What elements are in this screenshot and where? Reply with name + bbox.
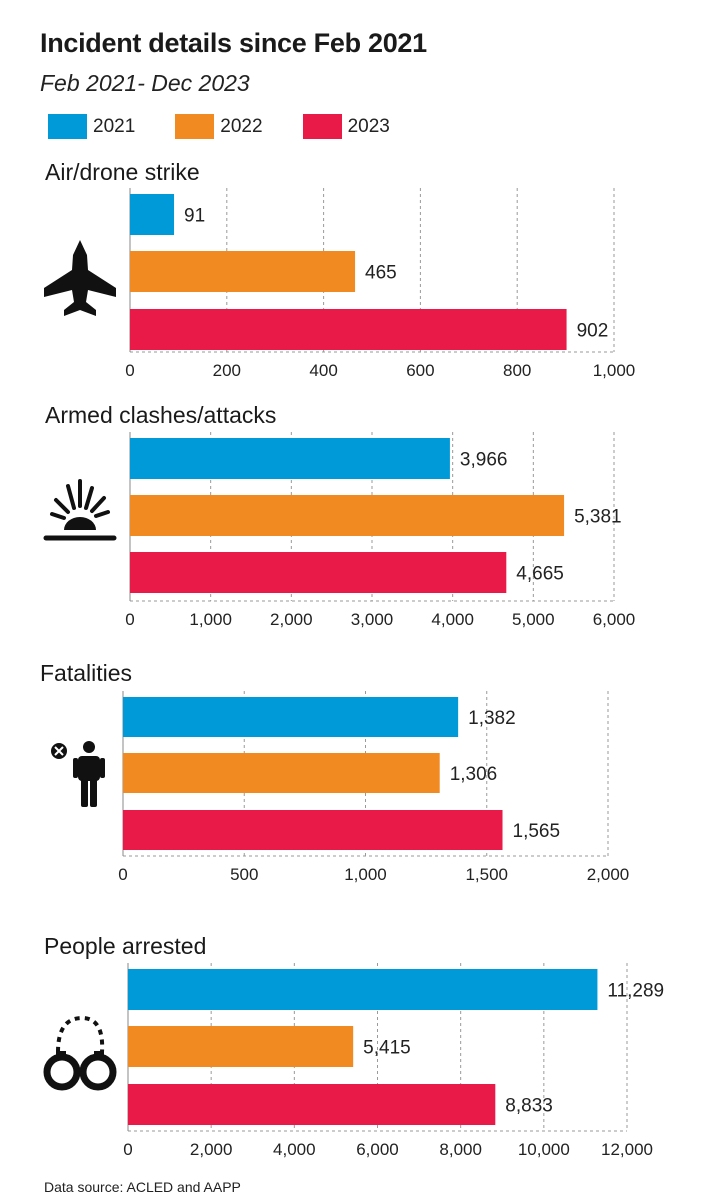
- data-label-2023: 4,665: [516, 564, 564, 585]
- legend-label-2022: 2022: [220, 115, 263, 137]
- data-source: Data source: ACLED and AAPP: [44, 1179, 241, 1195]
- legend: 2021 2022 2023: [48, 114, 430, 139]
- legend-item-2022: 2022: [175, 114, 263, 139]
- legend-swatch-2022: [175, 114, 215, 139]
- data-label-2022: 465: [365, 263, 397, 284]
- legend-item-2023: 2023: [302, 114, 390, 139]
- tick-label: 4,000: [431, 610, 474, 629]
- data-label-2023: 1,565: [513, 821, 561, 842]
- tick-label: 2,000: [587, 865, 630, 884]
- data-label-2022: 1,306: [450, 764, 498, 785]
- panel-title: Fatalities: [40, 660, 132, 686]
- data-label-2022: 5,415: [363, 1038, 411, 1059]
- data-label-2023: 902: [577, 321, 609, 342]
- tick-label: 800: [503, 361, 531, 380]
- fighter-jet-icon: [44, 240, 116, 316]
- tick-label: 1,000: [189, 610, 232, 629]
- tick-label: 4,000: [273, 1140, 316, 1159]
- bar-2022: [130, 495, 565, 536]
- data-label-2021: 91: [184, 206, 205, 227]
- legend-item-2021: 2021: [48, 114, 135, 139]
- tick-label: 3,000: [351, 610, 394, 629]
- panel-title: People arrested: [44, 933, 206, 959]
- tick-label: 200: [213, 361, 241, 380]
- tick-label: 0: [118, 865, 127, 884]
- bar-2022: [123, 753, 440, 793]
- chart-panel-3: Fatalities 0 500 1,000 1,500 2,000 1,382 1,306 1…: [40, 660, 629, 884]
- bar-2022: [128, 1026, 354, 1067]
- data-label-2022: 5,381: [574, 507, 622, 528]
- panel-title: Air/drone strike: [45, 159, 200, 185]
- tick-label: 12,000: [601, 1140, 653, 1159]
- tick-label: 6,000: [593, 610, 636, 629]
- tick-label: 5,000: [512, 610, 555, 629]
- tick-label: 2,000: [190, 1140, 233, 1159]
- data-label-2021: 11,289: [607, 981, 664, 1002]
- bar-2021: [130, 438, 450, 479]
- chart-panel-4: People arrested 0 2,000 4,000 6,000 8,000 10,0…: [44, 933, 664, 1159]
- tick-label: 0: [123, 1140, 132, 1159]
- bar-2022: [130, 251, 356, 292]
- bar-2023: [128, 1084, 496, 1125]
- bar-2021: [130, 194, 175, 235]
- tick-label: 0: [125, 361, 134, 380]
- data-label-2023: 8,833: [505, 1096, 553, 1117]
- chart-panel-1: Air/drone strike 0 200 400 600 800 1,000 91 465 9…: [45, 159, 635, 380]
- legend-swatch-2021: [48, 114, 87, 139]
- data-label-2021: 1,382: [468, 708, 516, 729]
- chart-subtitle: Feb 2021- Dec 2023: [40, 70, 250, 96]
- tick-label: 1,000: [593, 361, 636, 380]
- legend-label-2021: 2021: [93, 115, 136, 137]
- tick-label: 8,000: [439, 1140, 482, 1159]
- tick-label: 0: [125, 610, 134, 629]
- tick-label: 1,000: [344, 865, 387, 884]
- bar-2021: [123, 697, 459, 737]
- panel-title: Armed clashes/attacks: [45, 402, 276, 428]
- chart-panel-2: Armed clashes/attacks 0 1,000 2,000 3,000 4,0…: [45, 402, 635, 629]
- explosion-icon: [43, 479, 117, 541]
- tick-label: 1,500: [465, 865, 508, 884]
- tick-label: 2,000: [270, 610, 313, 629]
- bar-2023: [130, 309, 567, 350]
- legend-label-2023: 2023: [347, 115, 390, 137]
- bar-2023: [130, 552, 507, 593]
- legend-swatch-2023: [302, 114, 342, 139]
- chart-title: Incident details since Feb 2021: [40, 28, 427, 58]
- tick-label: 600: [406, 361, 434, 380]
- fatality-person-icon: [51, 741, 105, 807]
- data-label-2021: 3,966: [460, 450, 508, 471]
- tick-label: 6,000: [356, 1140, 399, 1159]
- bar-2021: [128, 969, 598, 1010]
- tick-label: 10,000: [518, 1140, 570, 1159]
- tick-label: 400: [309, 361, 337, 380]
- bar-2023: [123, 810, 503, 850]
- tick-label: 500: [230, 865, 258, 884]
- handcuffs-icon: [43, 1015, 117, 1091]
